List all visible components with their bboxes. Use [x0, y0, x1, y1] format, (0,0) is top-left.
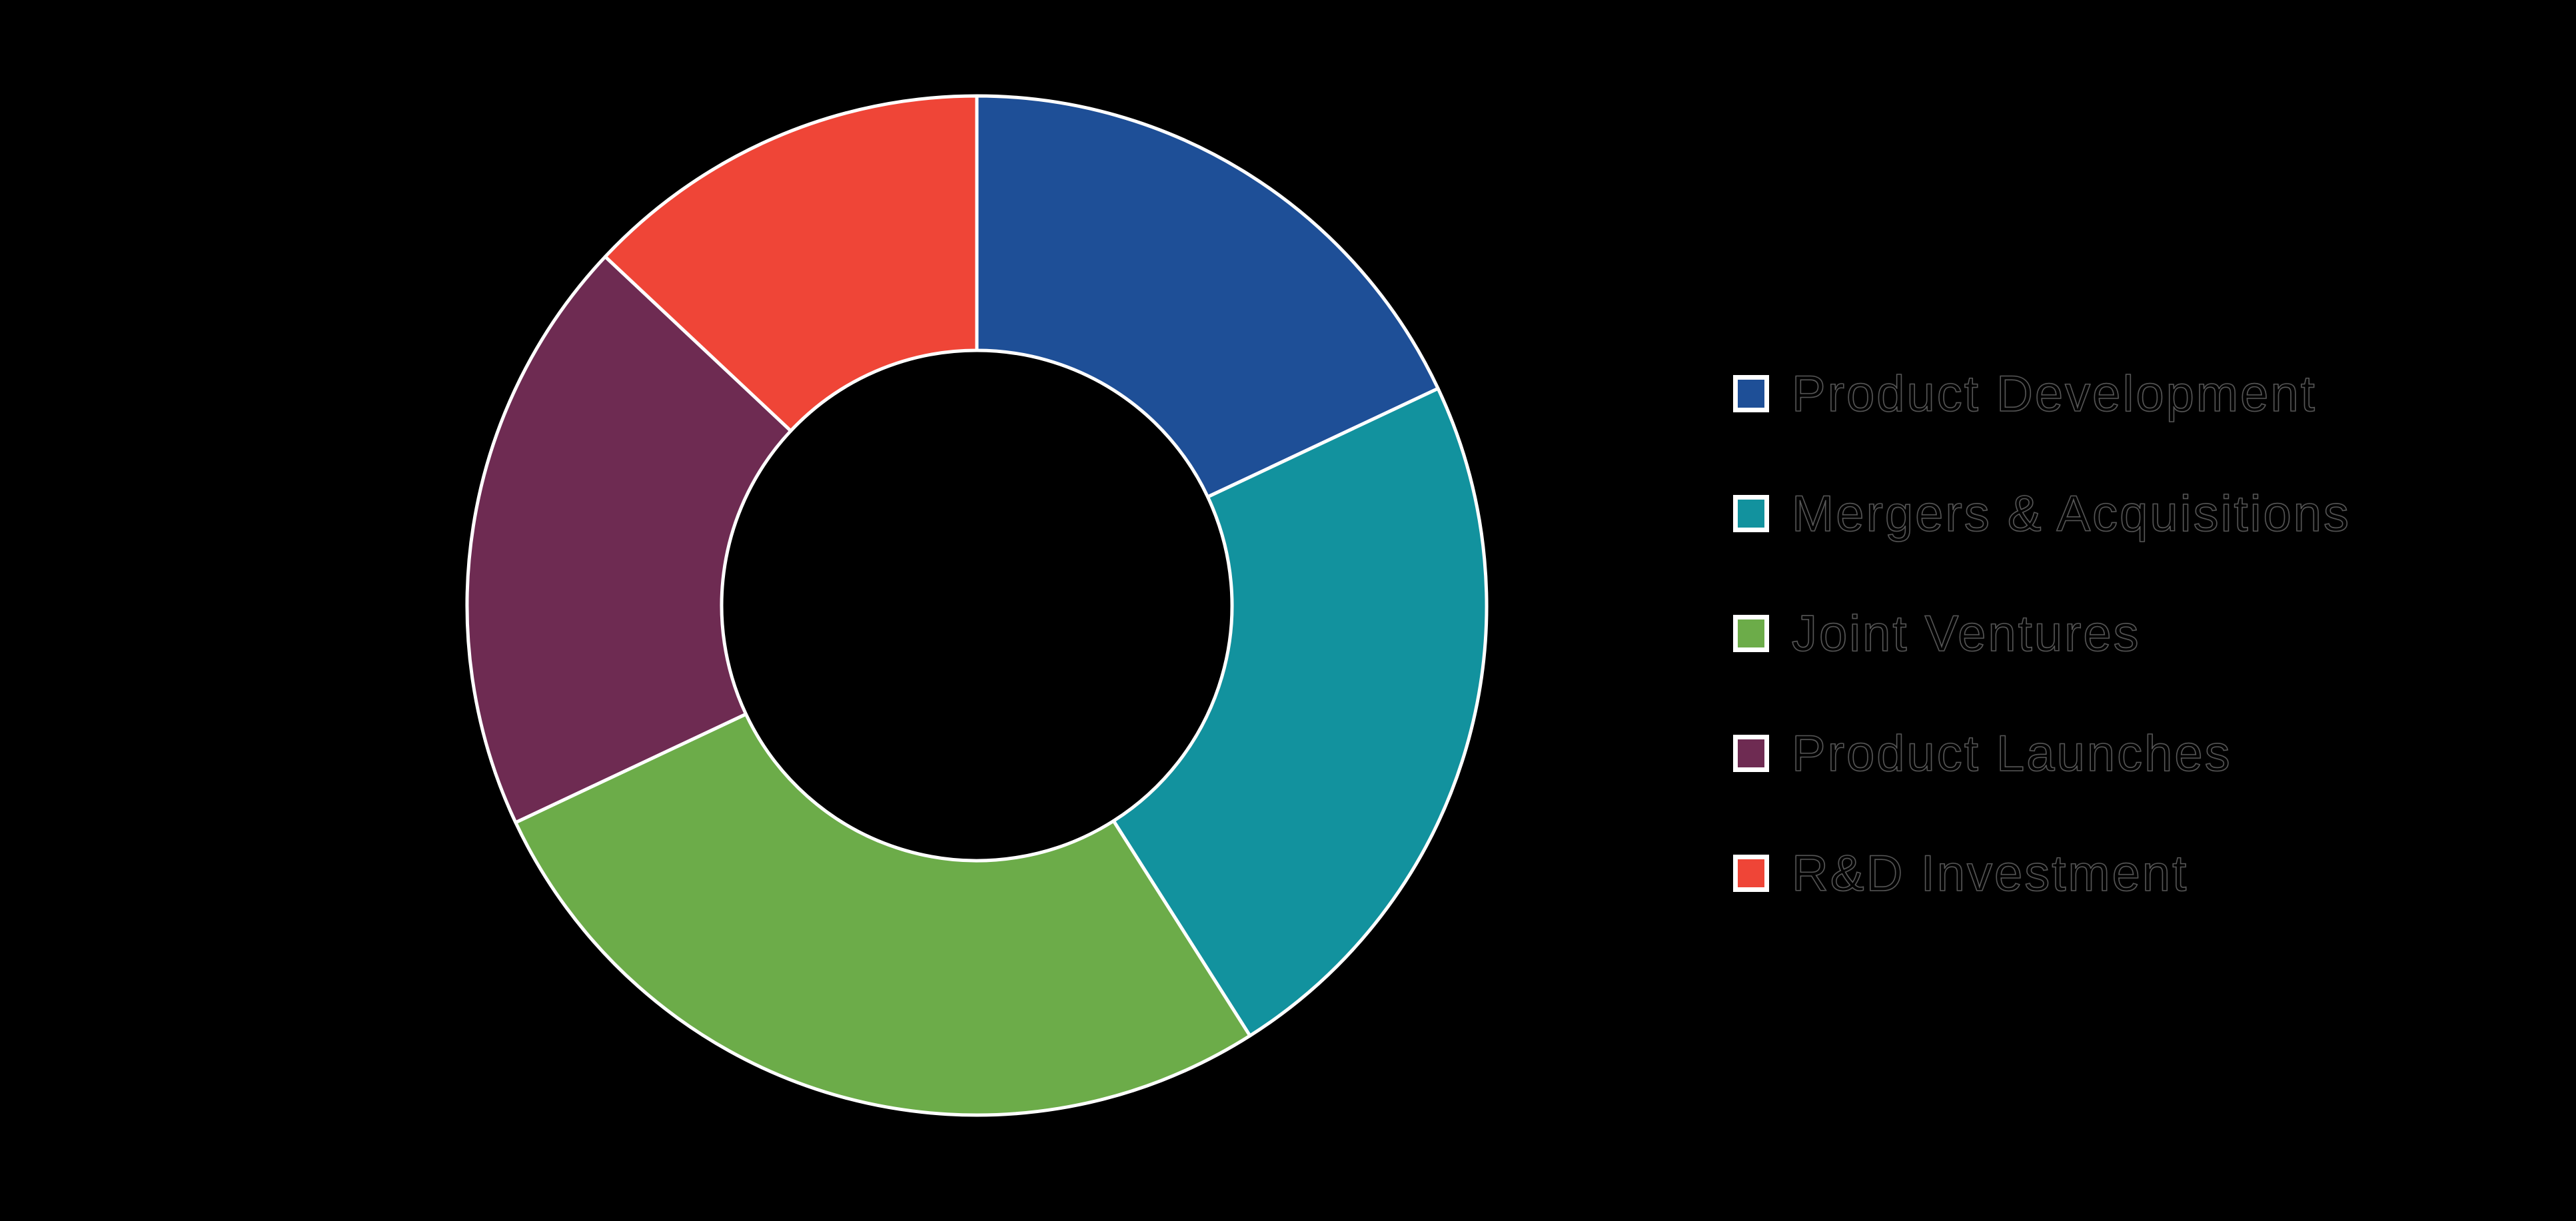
legend-item-joint-ventures: Joint Ventures [1733, 605, 2141, 662]
legend-label-mergers-acquisitions: Mergers & Acquisitions [1791, 485, 2351, 543]
legend-item-product-development: Product Development [1733, 365, 2317, 422]
legend-swatch-product-launches [1733, 735, 1769, 772]
legend-swatch-product-development [1733, 375, 1769, 412]
legend-item-rd-investment: R&D Investment [1733, 845, 2188, 902]
legend-item-mergers-acquisitions: Mergers & Acquisitions [1733, 485, 2351, 542]
legend-label-rd-investment: R&D Investment [1791, 845, 2189, 903]
donut-segment-product-launches [465, 254, 793, 825]
legend-swatch-rd-investment [1733, 855, 1769, 892]
legend-item-product-launches: Product Launches [1733, 725, 2232, 782]
donut-segment-mergers-acquisitions [1111, 386, 1489, 1038]
legend-swatch-joint-ventures [1733, 615, 1769, 652]
donut-segment-r-d-investment [603, 94, 979, 433]
donut-segment-product-development [975, 94, 1440, 499]
legend-swatch-mergers-acquisitions [1733, 495, 1769, 532]
legend-label-product-launches: Product Launches [1791, 725, 2232, 783]
donut-segment-joint-ventures [514, 712, 1252, 1117]
legend-label-product-development: Product Development [1791, 365, 2317, 423]
legend-label-joint-ventures: Joint Ventures [1791, 605, 2141, 663]
